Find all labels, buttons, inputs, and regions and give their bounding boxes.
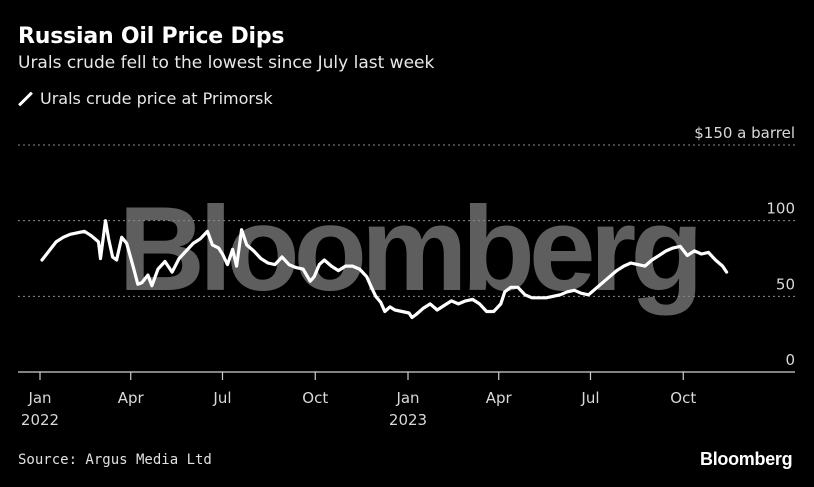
- chart-subtitle: Urals crude fell to the lowest since Jul…: [18, 53, 435, 73]
- x-tick-label: Oct: [302, 389, 328, 407]
- x-tick-year-label: 2022: [21, 411, 59, 429]
- watermark-text: Bloomberg: [118, 182, 697, 316]
- x-tick-label: Apr: [486, 389, 513, 407]
- x-tick-label: Jan: [395, 389, 419, 407]
- y-tick-label: 50: [776, 275, 795, 293]
- source-note: Source: Argus Media Ltd: [18, 452, 212, 468]
- y-tick-label: 0: [785, 351, 795, 369]
- x-tick-label: Jul: [580, 389, 599, 407]
- series-line-urals: [40, 219, 729, 320]
- x-tick-label: Jul: [212, 389, 231, 407]
- legend: Urals crude price at Primorsk: [18, 89, 273, 108]
- x-tick-label: Oct: [670, 389, 696, 407]
- x-tick-label: Jan: [27, 389, 51, 407]
- y-tick-label: $150 a barrel: [694, 124, 795, 142]
- chart-title: Russian Oil Price Dips: [18, 24, 285, 49]
- x-tick-label: Apr: [118, 389, 145, 407]
- y-tick-label: 100: [766, 200, 795, 218]
- y-axis-ticks: $150 a barrel 100 50 0: [694, 124, 795, 369]
- x-axis: Jan 2022 Apr Jul Oct Jan 2023 Apr Jul Oct: [18, 371, 795, 429]
- legend-label: Urals crude price at Primorsk: [40, 89, 273, 108]
- bloomberg-logo: Bloomberg: [700, 449, 793, 469]
- x-tick-year-label: 2023: [389, 411, 427, 429]
